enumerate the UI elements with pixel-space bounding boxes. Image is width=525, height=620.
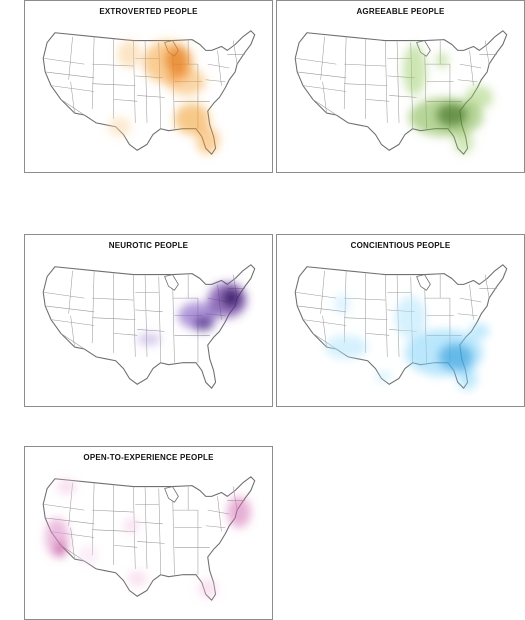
heat-layer <box>324 294 490 391</box>
us-map-agreeable <box>294 30 508 155</box>
agreeable-panel: AGREEABLE PEOPLE <box>276 0 525 173</box>
neurotic-panel: NEUROTIC PEOPLE <box>24 234 273 407</box>
panel-title: EXTROVERTED PEOPLE <box>99 7 198 16</box>
conscientious-panel: CONCIENTIOUS PEOPLE <box>276 234 525 407</box>
extroverted-panel: EXTROVERTED PEOPLE <box>24 0 273 173</box>
panel-title: NEUROTIC PEOPLE <box>108 241 189 250</box>
us-map-conscientious <box>294 264 508 391</box>
us-map-neurotic <box>42 264 256 389</box>
heat-layer <box>402 44 494 155</box>
us-map-open-to-experience <box>42 476 256 601</box>
heat-layer <box>45 478 251 599</box>
heat-layer <box>137 282 247 346</box>
panel-title: AGREEABLE PEOPLE <box>356 7 445 16</box>
us-map-extroverted <box>42 30 256 155</box>
panel-title: CONCIENTIOUS PEOPLE <box>350 241 451 250</box>
open-to-experience-panel: OPEN-TO-EXPERIENCE PEOPLE <box>24 446 273 620</box>
heat-layer <box>107 40 220 155</box>
panel-title: OPEN-TO-EXPERIENCE PEOPLE <box>83 453 214 462</box>
